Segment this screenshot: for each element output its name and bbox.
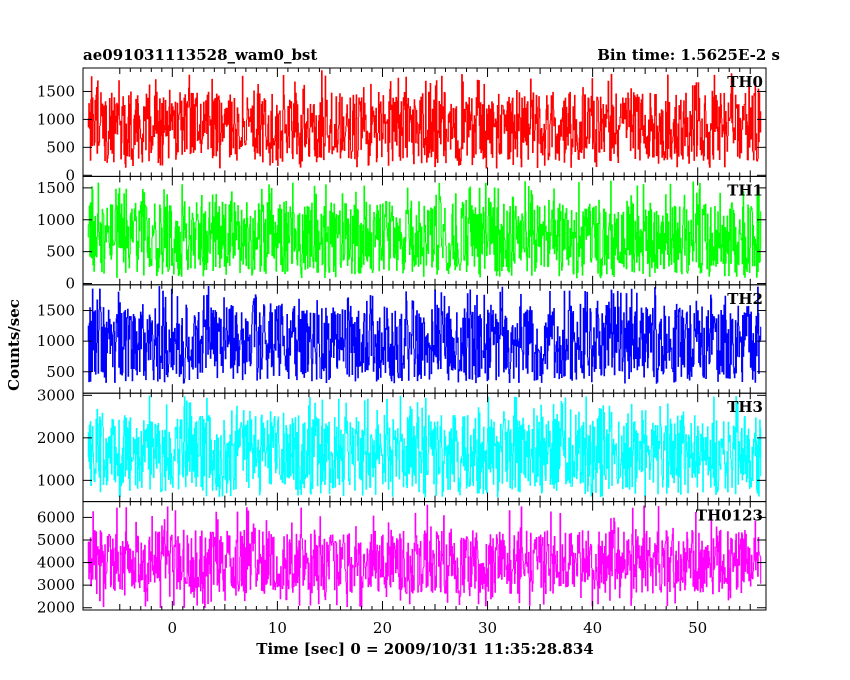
y-tick-label: 6000 — [37, 508, 75, 526]
x-tick-label: 20 — [373, 619, 392, 637]
y-tick-label: 0 — [65, 275, 75, 293]
y-tick-label: 1000 — [37, 211, 75, 229]
x-tick-label: 10 — [268, 619, 287, 637]
chart-title: ae091031113528_wam0_bst — [83, 46, 317, 64]
series-line-th2 — [87, 286, 762, 384]
panel-label-th2: TH2 — [727, 290, 763, 308]
x-axis-label: Time [sec] 0 = 2009/10/31 11:35:28.834 — [256, 640, 593, 658]
y-tick-label: 500 — [46, 363, 75, 381]
panel-label-th1: TH1 — [727, 181, 763, 199]
y-tick-label: 1000 — [37, 471, 75, 489]
y-tick-label: 0 — [65, 166, 75, 184]
series-line-th3 — [87, 395, 762, 498]
y-axis-label: Counts/sec — [5, 299, 23, 391]
x-tick-label: 50 — [688, 619, 707, 637]
x-tick-label: 40 — [583, 619, 602, 637]
y-tick-label: 2000 — [37, 599, 75, 617]
y-tick-label: 4000 — [37, 554, 75, 572]
y-tick-label: 500 — [46, 243, 75, 261]
panel-label-th3: TH3 — [727, 398, 763, 416]
series-line-th0 — [87, 70, 762, 169]
series-line-th1 — [87, 180, 762, 279]
y-tick-label: 2000 — [37, 429, 75, 447]
panel-label-th0: TH0 — [727, 73, 763, 91]
y-tick-label: 1500 — [37, 302, 75, 320]
y-tick-label: 1000 — [37, 332, 75, 350]
y-tick-label: 5000 — [37, 531, 75, 549]
y-tick-label: 3000 — [37, 386, 75, 404]
y-tick-label: 1500 — [37, 179, 75, 197]
panel-label-th0123: TH0123 — [696, 507, 763, 525]
y-tick-label: 3000 — [37, 576, 75, 594]
bin-time-label: Bin time: 1.5625E-2 s — [597, 46, 780, 64]
y-tick-label: 500 — [46, 138, 75, 156]
series-line-th0123 — [87, 504, 762, 608]
y-tick-label: 1500 — [37, 82, 75, 100]
x-tick-label: 30 — [478, 619, 497, 637]
y-tick-label: 1000 — [37, 110, 75, 128]
x-tick-label: 0 — [168, 619, 178, 637]
